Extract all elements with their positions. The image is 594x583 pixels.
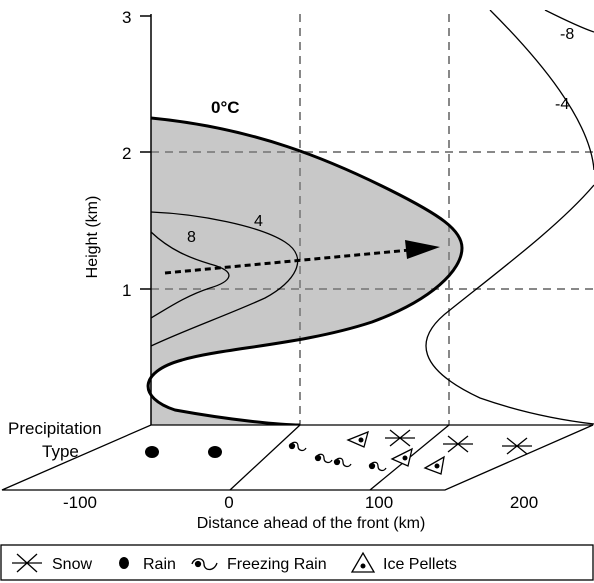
isotherm-minus8 [544, 10, 594, 33]
x-tick-label-0: 0 [224, 493, 233, 512]
y-tick-label-1: 1 [122, 281, 131, 300]
freezing-isotherm [146, 116, 464, 427]
legend-rain-icon [119, 557, 129, 569]
rain-symbol [208, 446, 222, 458]
freezing-rain-symbol [314, 453, 333, 464]
isotherm-label-minus8: -8 [560, 26, 574, 43]
y-axis-title: Height (km) [84, 196, 101, 279]
precip-label-line2: Type [42, 442, 79, 461]
isotherm-label-8: 8 [187, 229, 196, 246]
isotherm-label-freezing: 0°C [211, 98, 240, 117]
freezing-rain-symbol [368, 461, 387, 472]
legend-ice-pellets-label: Ice Pellets [383, 556, 457, 573]
isotherm-minus4 [489, 10, 594, 171]
x-tick-label-100: 100 [365, 493, 393, 512]
snow-symbol [385, 429, 415, 447]
freezing-rain-symbol [288, 441, 307, 452]
snow-symbol [443, 435, 473, 453]
arrow-head [405, 240, 440, 259]
ground-divider-1 [229, 424, 301, 491]
x-tick-label-minus100: -100 [63, 493, 97, 512]
isotherm-8 [150, 231, 230, 319]
legend [0, 544, 594, 581]
legend-rain-label: Rain [143, 556, 176, 573]
rain-symbol [145, 446, 159, 458]
x-tick-label-200: 200 [510, 493, 538, 512]
x-axis-title: Distance ahead of the front (km) [197, 515, 426, 532]
ice-pellet-symbol [423, 455, 445, 475]
warm-layer-region [148, 118, 462, 425]
legend-ice-pellets-icon [350, 551, 376, 573]
y-tick-label-2: 2 [122, 144, 131, 163]
ice-pellet-symbol [390, 447, 413, 467]
isotherm-minus4-lower [425, 184, 594, 425]
ice-pellet-symbol [346, 430, 369, 448]
legend-snow-icon [12, 553, 42, 573]
legend-snow-label: Snow [52, 556, 92, 573]
precip-label-line1: Precipitation [8, 419, 102, 438]
ground-surface [1, 424, 594, 491]
y-tick-label-3: 3 [122, 8, 131, 27]
snow-symbol [502, 437, 532, 455]
isotherm-label-4: 4 [254, 213, 263, 230]
freezing-rain-symbol [333, 457, 352, 468]
legend-freezing-rain-icon [191, 558, 218, 571]
warm-advection-arrow [164, 248, 411, 275]
isotherm-label-minus4: -4 [555, 96, 569, 113]
legend-freezing-rain-label: Freezing Rain [227, 556, 327, 573]
isotherm-4 [150, 211, 299, 347]
